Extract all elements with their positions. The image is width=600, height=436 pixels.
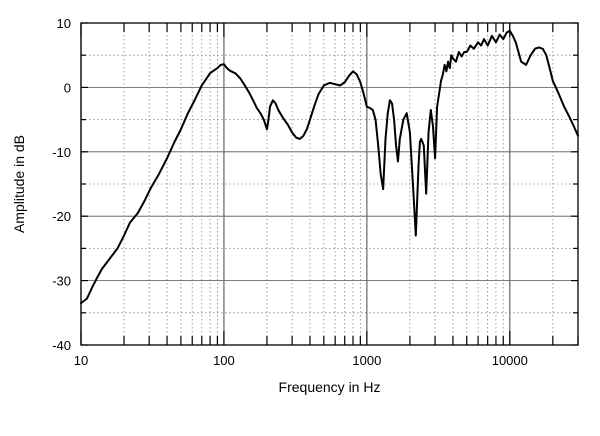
y-tick-label: -20 [52,209,71,224]
series-line-amplitude [80,29,579,305]
y-tick-label: 10 [57,16,71,31]
x-tick-label: 10000 [492,353,528,368]
y-tick-label: -10 [52,145,71,160]
y-tick-label: -40 [52,338,71,353]
y-tick-label: -30 [52,274,71,289]
x-tick-label: 100 [213,353,235,368]
y-axis-title: Amplitude in dB [11,135,27,233]
x-tick-labels: 10 100 1000 10000 [74,353,528,368]
x-tick-label: 1000 [352,353,381,368]
axis-ticks [80,22,579,346]
plot-frame [80,22,579,346]
y-tick-labels: 10 0 -10 -20 -30 -40 [52,16,71,353]
x-tick-label: 10 [74,353,88,368]
x-axis-title: Frequency in Hz [279,379,381,395]
y-tick-label: 0 [64,80,71,95]
